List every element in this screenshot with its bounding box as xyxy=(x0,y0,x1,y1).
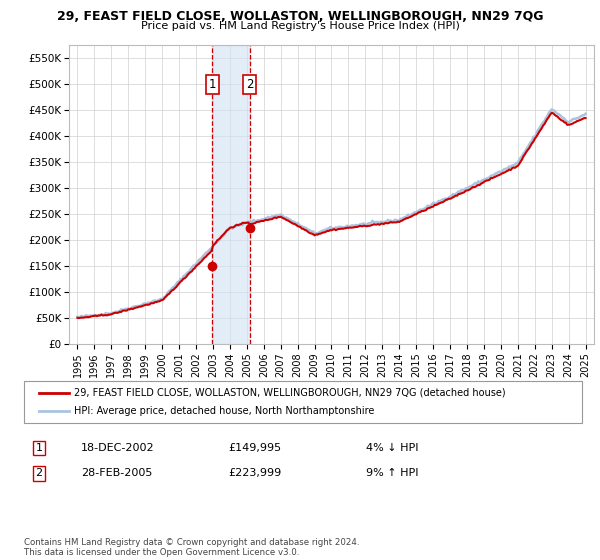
Bar xyxy=(212,45,250,344)
Text: 28-FEB-2005: 28-FEB-2005 xyxy=(81,468,152,478)
Text: Contains HM Land Registry data © Crown copyright and database right 2024.
This d: Contains HM Land Registry data © Crown c… xyxy=(24,538,359,557)
Text: 4% ↓ HPI: 4% ↓ HPI xyxy=(366,443,419,453)
Text: 9% ↑ HPI: 9% ↑ HPI xyxy=(366,468,419,478)
Text: 2: 2 xyxy=(246,78,253,91)
Text: HPI: Average price, detached house, North Northamptonshire: HPI: Average price, detached house, Nort… xyxy=(74,406,374,416)
Text: 1: 1 xyxy=(35,443,43,453)
Text: 29, FEAST FIELD CLOSE, WOLLASTON, WELLINGBOROUGH, NN29 7QG (detached house): 29, FEAST FIELD CLOSE, WOLLASTON, WELLIN… xyxy=(74,388,505,398)
Text: 2: 2 xyxy=(35,468,43,478)
Text: Price paid vs. HM Land Registry's House Price Index (HPI): Price paid vs. HM Land Registry's House … xyxy=(140,21,460,31)
Text: 1: 1 xyxy=(209,78,216,91)
Text: £223,999: £223,999 xyxy=(228,468,281,478)
Text: 29, FEAST FIELD CLOSE, WOLLASTON, WELLINGBOROUGH, NN29 7QG: 29, FEAST FIELD CLOSE, WOLLASTON, WELLIN… xyxy=(57,10,543,22)
Text: 18-DEC-2002: 18-DEC-2002 xyxy=(81,443,155,453)
Text: £149,995: £149,995 xyxy=(228,443,281,453)
